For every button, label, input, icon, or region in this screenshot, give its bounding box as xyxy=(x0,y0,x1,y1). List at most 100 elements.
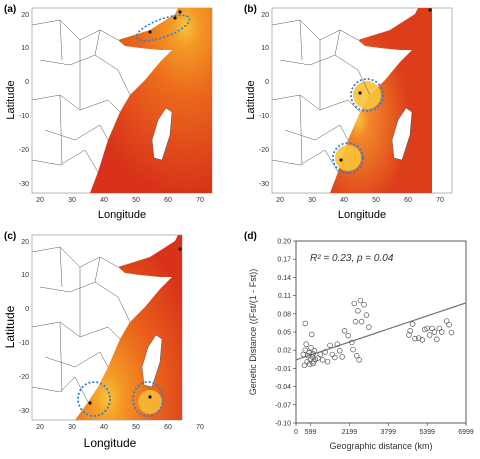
hotspot-b2 xyxy=(335,145,361,171)
panel-label-a: (a) xyxy=(4,4,16,15)
y-tick: 0 xyxy=(25,306,29,313)
scatter-point xyxy=(357,297,364,304)
scatter-point xyxy=(309,331,315,338)
scatter-point xyxy=(363,312,370,318)
x-tick-label: 599 xyxy=(305,429,317,436)
x-tick: 30 xyxy=(68,197,76,204)
scatter-point xyxy=(301,362,308,369)
y-tick-label: -0.10 xyxy=(275,421,291,428)
x-tick: 40 xyxy=(100,424,108,431)
scatter-point xyxy=(341,328,348,334)
scatter-point xyxy=(336,348,343,354)
scatter-point xyxy=(366,324,372,330)
x-tick: 60 xyxy=(164,197,172,204)
madagascar-b xyxy=(391,107,413,161)
stats-annotation: R² = 0.23, p = 0.04 xyxy=(310,253,394,264)
x-tick: 70 xyxy=(196,424,204,431)
scatter-point xyxy=(412,335,418,342)
x-tick: 70 xyxy=(436,197,444,204)
x-tick: 20 xyxy=(36,197,44,204)
map-panel-b: (b) 20 30 40 50 xyxy=(240,0,480,226)
panel-label-d: (d) xyxy=(244,231,257,242)
x-tick: 20 xyxy=(276,197,284,204)
scatter-point xyxy=(358,318,365,325)
x-tick-label: 6999 xyxy=(458,429,474,436)
y-tick-label: 0.08 xyxy=(277,311,291,318)
map-panel-c: (c) 20 30 40 5 xyxy=(0,227,240,454)
x-tick: 50 xyxy=(132,197,140,204)
sea-area-c xyxy=(75,235,182,420)
trend-line xyxy=(295,302,467,361)
y-tick-label: 0.05 xyxy=(277,330,291,337)
scatter-point xyxy=(311,348,318,354)
scatter-point xyxy=(355,308,361,314)
x-tick-labels-a: 20 30 40 50 60 70 xyxy=(36,197,204,204)
y-tick: -30 xyxy=(259,181,269,188)
map-c-svg: (c) 20 30 40 5 xyxy=(3,231,204,450)
y-tick: -20 xyxy=(259,147,269,154)
scatter-point xyxy=(426,332,433,338)
sample-point xyxy=(148,395,152,399)
scatter-point xyxy=(350,346,356,353)
x-axis-label-c: Longitude xyxy=(84,436,137,450)
panel-label-c: (c) xyxy=(4,231,16,242)
scatter-point xyxy=(349,339,355,346)
x-tick-label: 3799 xyxy=(380,429,396,436)
sample-point xyxy=(178,247,182,251)
highlight-circle-c1 xyxy=(77,381,111,417)
scatter-point xyxy=(310,360,316,367)
scatter-point xyxy=(322,349,328,355)
y-tick-label: -0.07 xyxy=(275,402,291,409)
map-a-svg: (a) 20 30 40 5 xyxy=(4,4,213,221)
y-tick-label: 0.14 xyxy=(277,275,291,282)
madagascar-c xyxy=(141,334,163,388)
scatter-point xyxy=(332,354,338,361)
x-tick-label: 2199 xyxy=(342,429,358,436)
scatter-point xyxy=(353,352,360,359)
x-tick: 30 xyxy=(68,424,76,431)
scatter-point xyxy=(319,357,326,363)
sea-area-a xyxy=(90,8,212,193)
scatter-point xyxy=(434,336,440,343)
x-tick-label: 5399 xyxy=(419,429,435,436)
y-tick: -20 xyxy=(19,147,29,154)
scatter-point xyxy=(317,351,324,358)
y-tick-labels-a: 20 10 0 -10 -20 -30 xyxy=(19,12,29,188)
x-tick: 30 xyxy=(308,197,316,204)
scatter-point xyxy=(302,347,308,353)
y-tick: -10 xyxy=(19,113,29,120)
y-tick-label: 0.11 xyxy=(278,293,291,300)
y-axis-label-b: Latitude xyxy=(245,80,257,119)
scatter-point xyxy=(438,329,445,335)
scatter-point xyxy=(361,301,367,308)
x-tick: 40 xyxy=(100,197,108,204)
sample-point xyxy=(178,10,182,14)
x-tick: 50 xyxy=(372,197,380,204)
madagascar-a xyxy=(151,107,173,161)
country-borders-a xyxy=(31,19,131,173)
y-tick: -10 xyxy=(19,340,29,347)
map-b-svg: (b) 20 30 40 50 xyxy=(244,4,453,221)
scatter-point xyxy=(415,335,422,341)
x-axis-label-b: Longitude xyxy=(338,209,386,221)
x-tick: 20 xyxy=(36,424,44,431)
panel-label-b: (b) xyxy=(244,4,257,15)
y-tick-label: 0.20 xyxy=(277,239,291,246)
y-tick-labels-c: 20 10 0 -10 -20 -30 xyxy=(19,239,29,415)
scatter-panel-d: (d) R² = 0.23, p = 0.04 0.20 0.17 0.14 0.11… xyxy=(240,227,480,454)
y-tick: 10 xyxy=(21,272,29,279)
x-tick: 70 xyxy=(196,197,204,204)
y-tick: 20 xyxy=(21,12,29,19)
x-tick: 60 xyxy=(164,424,172,431)
scatter-point xyxy=(339,354,345,360)
sample-point xyxy=(173,16,177,20)
scatter-svg: (d) R² = 0.23, p = 0.04 0.20 0.17 0.14 0.11… xyxy=(244,231,474,451)
sample-point xyxy=(88,401,92,405)
x-tick: 60 xyxy=(404,197,412,204)
y-tick: -20 xyxy=(19,374,29,381)
y-axis-label-d: Genetic Distance ((Fst/(1 - Fst)) xyxy=(248,269,258,396)
scatter-point xyxy=(409,321,416,327)
country-borders-c xyxy=(31,246,131,403)
highlight-circle-b1 xyxy=(350,78,384,112)
hotspot-b1 xyxy=(353,81,381,109)
